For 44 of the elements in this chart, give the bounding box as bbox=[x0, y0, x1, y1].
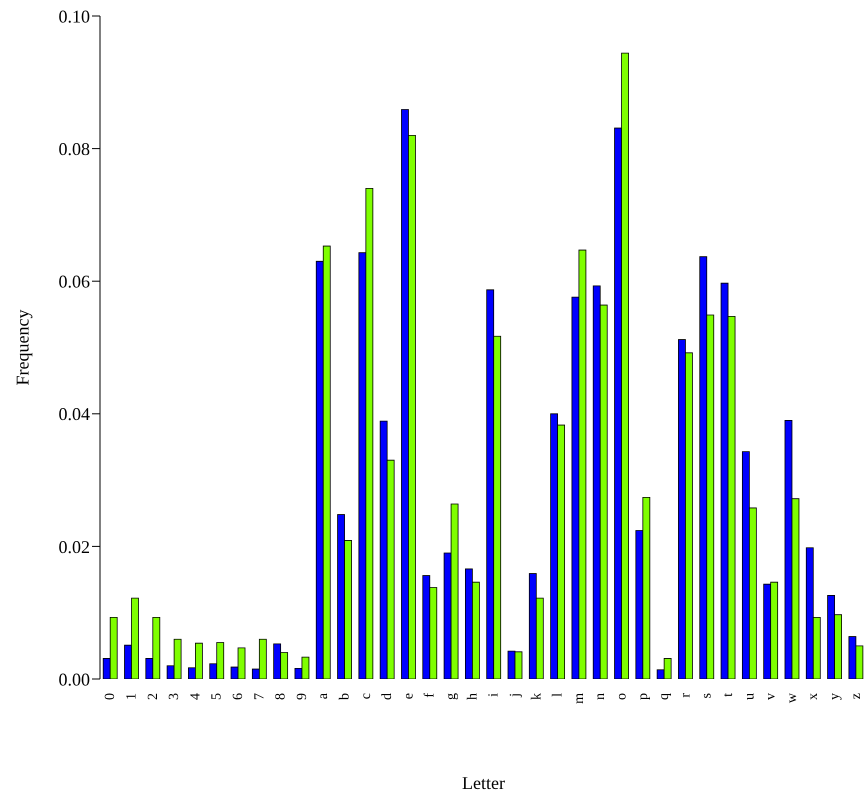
y-tick-label: 0.02 bbox=[58, 536, 90, 557]
x-tick-label: z bbox=[848, 693, 864, 700]
x-tick-label: 5 bbox=[210, 693, 225, 700]
x-tick-label: n bbox=[593, 693, 608, 700]
x-tick-label: p bbox=[636, 693, 651, 700]
x-axis-title: Letter bbox=[462, 773, 505, 793]
x-tick-label: y bbox=[828, 693, 843, 700]
x-tick-label: a bbox=[316, 692, 332, 700]
x-tick-label: u bbox=[742, 693, 758, 700]
x-tick-label: j bbox=[508, 693, 523, 698]
x-tick-label: g bbox=[444, 693, 460, 700]
x-tick-label: l bbox=[550, 692, 566, 697]
x-tick-label: 8 bbox=[274, 693, 289, 700]
x-tick-label: x bbox=[806, 693, 822, 700]
x-tick-label: 0 bbox=[103, 693, 118, 700]
x-tick-label: i bbox=[486, 692, 502, 697]
x-tick-label: o bbox=[614, 693, 630, 700]
x-tick-label: c bbox=[358, 693, 374, 700]
y-tick-label: 0.06 bbox=[58, 272, 90, 292]
x-tick-label: m bbox=[572, 692, 587, 704]
x-tick-label: e bbox=[401, 693, 416, 700]
x-tick-label: q bbox=[657, 693, 672, 700]
y-tick-label: 0.00 bbox=[58, 669, 90, 690]
x-tick-label: 1 bbox=[124, 693, 140, 700]
y-tick-label: 0.10 bbox=[58, 6, 90, 26]
x-tick-label: t bbox=[721, 692, 736, 697]
x-tick-label: 3 bbox=[167, 693, 182, 700]
x-tick-label: h bbox=[465, 693, 480, 700]
x-tick-label: 9 bbox=[294, 693, 310, 700]
x-tick-label: w bbox=[784, 692, 800, 704]
x-tick-label: 7 bbox=[252, 693, 268, 700]
y-tick-label: 0.08 bbox=[58, 138, 90, 159]
x-tick-label: r bbox=[678, 692, 694, 698]
x-tick-label: s bbox=[700, 693, 715, 698]
x-tick-label: k bbox=[529, 693, 544, 700]
x-tick-label: 4 bbox=[188, 693, 204, 700]
x-tick-label: v bbox=[764, 693, 779, 700]
x-tick-label: 2 bbox=[146, 693, 161, 700]
x-tick-label: d bbox=[380, 693, 396, 700]
x-tick-label: 6 bbox=[230, 693, 246, 700]
y-tick-label: 0.04 bbox=[58, 404, 90, 424]
y-axis-title: Frequency bbox=[12, 310, 32, 386]
x-tick-label: f bbox=[422, 692, 438, 698]
x-tick-label: b bbox=[338, 693, 353, 700]
